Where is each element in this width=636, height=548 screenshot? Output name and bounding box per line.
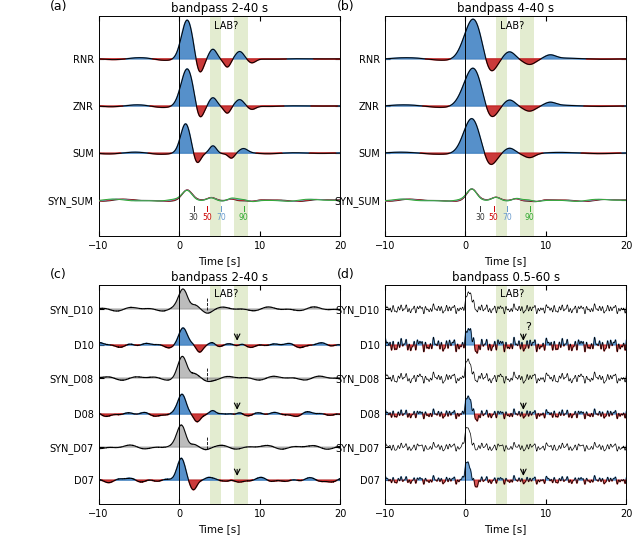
Text: (b): (b) [336,0,354,13]
X-axis label: Time [s]: Time [s] [485,524,527,535]
Title: bandpass 0.5-60 s: bandpass 0.5-60 s [452,271,560,284]
Title: bandpass 4-40 s: bandpass 4-40 s [457,2,554,15]
X-axis label: Time [s]: Time [s] [198,524,240,535]
Text: LAB?: LAB? [500,289,524,299]
X-axis label: Time [s]: Time [s] [485,256,527,266]
Text: LAB?: LAB? [214,21,238,31]
Text: ?: ? [525,322,531,332]
Title: bandpass 2-40 s: bandpass 2-40 s [171,271,268,284]
Text: 50: 50 [488,214,499,222]
Bar [496,16,508,236]
Text: 90: 90 [525,214,535,222]
Bar [520,16,534,236]
Bar [520,285,534,504]
Text: 70: 70 [502,214,512,222]
Text: 90: 90 [238,214,249,222]
Text: LAB?: LAB? [214,289,238,299]
Text: (c): (c) [50,269,67,281]
Text: (a): (a) [50,0,68,13]
Bar [234,285,247,504]
Title: bandpass 2-40 s: bandpass 2-40 s [171,2,268,15]
Text: 30: 30 [475,214,485,222]
Text: 70: 70 [216,214,226,222]
Bar [210,16,221,236]
Bar [234,16,247,236]
Text: LAB?: LAB? [500,21,524,31]
X-axis label: Time [s]: Time [s] [198,256,240,266]
Text: 50: 50 [202,214,212,222]
Text: (d): (d) [336,269,354,281]
Text: 30: 30 [189,214,198,222]
Bar [496,285,508,504]
Bar [210,285,221,504]
